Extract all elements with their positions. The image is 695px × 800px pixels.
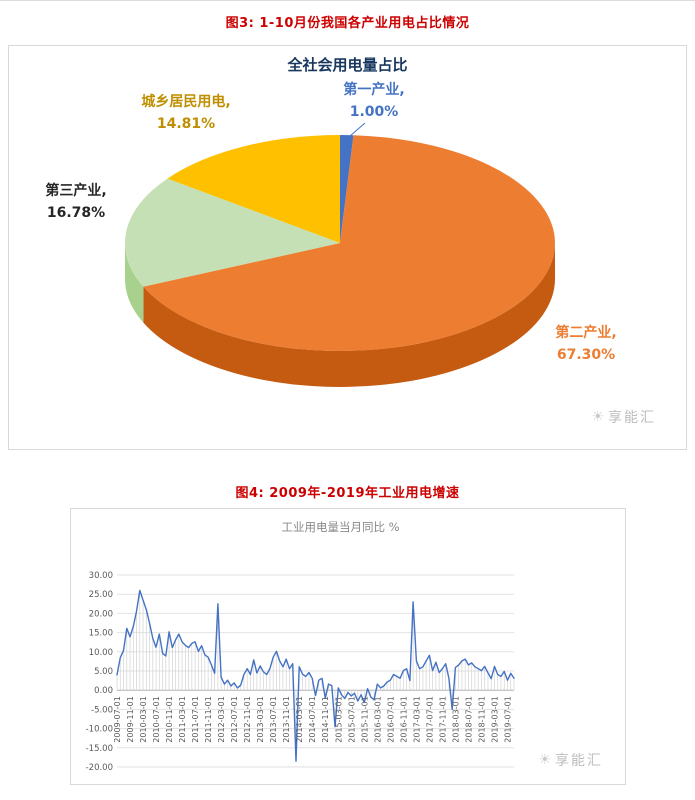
x-tick-label: 2013-07-01: [269, 696, 278, 743]
y-tick-label: 15.00: [89, 629, 113, 639]
x-tick-label: 2017-07-01: [425, 696, 434, 743]
x-tick-label: 2011-07-01: [191, 696, 200, 743]
pie-slice-side: [143, 243, 556, 387]
x-tick-label: 2014-07-01: [308, 696, 317, 743]
y-tick-label: 10.00: [89, 648, 113, 658]
x-tick-label: 2017-11-01: [438, 696, 447, 743]
x-tick-label: 2009-07-01: [113, 696, 122, 743]
x-tick-label: 2011-03-01: [178, 696, 187, 743]
line-series-path: [116, 589, 515, 762]
pie-slice: [167, 135, 340, 243]
y-tick-label: 20.00: [89, 609, 113, 619]
line-chart-svg: 工业用电量当月同比 % 30.00 25.00 20.00 15.00 10.00 5.00…: [86, 520, 515, 773]
x-tick-label: 2018-03-01: [451, 696, 460, 743]
sun-icon: ☀: [591, 409, 604, 425]
y-tick-label: -10.00: [86, 725, 113, 735]
x-tick-label: 2014-11-01: [321, 696, 330, 743]
x-tick-label: 2014-03-01: [295, 696, 304, 743]
pie-label-secondary-industry: 第二产业, 67.30%: [521, 322, 651, 366]
x-tick-label: 2010-03-01: [139, 696, 148, 743]
line-chart-title: 工业用电量当月同比 %: [281, 520, 399, 534]
y-tick-label: 5.00: [94, 667, 113, 677]
x-tick-label: 2019-03-01: [490, 696, 499, 743]
y-tick-label: 30.00: [89, 571, 113, 581]
y-tick-label: -15.00: [86, 744, 113, 754]
x-tick-label: 2015-11-01: [360, 696, 369, 743]
pie-label-pct: 67.30%: [556, 347, 616, 363]
pie-chart-panel: 全社会用电量占比 第一产业, 1.00% 第二产业, 67.30% 第三产业, …: [8, 45, 687, 450]
pie-slice: [340, 135, 354, 243]
x-tick-label: 2016-11-01: [399, 696, 408, 743]
x-tick-label: 2012-11-01: [243, 696, 252, 743]
x-tick-label: 2010-11-01: [165, 696, 174, 743]
pie-label-name: 第一产业,: [343, 82, 405, 98]
figure4-caption: 图4: 2009年-2019年工业用电增速: [235, 486, 460, 501]
pie-label-residential: 城乡居民用电, 14.81%: [86, 91, 286, 135]
y-tick-label: 25.00: [89, 590, 113, 600]
x-tick-label: 2013-03-01: [256, 696, 265, 743]
y-tick-label: 0.00: [94, 686, 113, 696]
x-tick-label: 2012-03-01: [217, 696, 226, 743]
sun-icon: ☀: [538, 752, 551, 768]
x-tick-label: 2018-07-01: [464, 696, 473, 743]
x-tick-label: 2015-03-01: [334, 696, 343, 743]
watermark-text: 享能汇: [608, 410, 656, 426]
x-axis-labels: 2009-07-01 2009-11-01 2010-03-01 2010-07-01…: [113, 696, 512, 743]
x-tick-label: 2012-07-01: [230, 696, 239, 743]
pie-slice-side: [125, 243, 144, 323]
pie-label-pct: 16.78%: [46, 205, 106, 221]
figure3-caption: 图3: 1-10月份我国各产业用电占比情况: [225, 16, 470, 31]
x-tick-label: 2010-07-01: [152, 696, 161, 743]
pie-slice: [125, 178, 340, 287]
watermark: ☀ 享能汇: [538, 750, 603, 770]
pie-label-pct: 1.00%: [349, 104, 399, 120]
x-tick-label: 2011-11-01: [204, 696, 213, 743]
x-tick-label: 2016-07-01: [386, 696, 395, 743]
pie-label-name: 城乡居民用电,: [141, 94, 231, 110]
pie-chart-title: 全社会用电量占比: [287, 56, 408, 74]
page-top-divider: [0, 0, 695, 1]
pie-label-name: 第二产业,: [555, 325, 617, 341]
x-tick-label: 2018-11-01: [477, 696, 486, 743]
x-tick-label: 2019-07-01: [503, 696, 512, 743]
pie-leader-line: [349, 122, 366, 137]
pie-label-name: 第三产业,: [45, 183, 107, 199]
x-tick-label: 2017-03-01: [412, 696, 421, 743]
pie-slice: [143, 135, 556, 351]
y-axis-labels: 30.00 25.00 20.00 15.00 10.00 5.00 0.00 -5.00 -1…: [86, 571, 113, 773]
watermark-text: 享能汇: [555, 753, 603, 769]
y-tick-label: -5.00: [91, 705, 113, 715]
pie-label-tertiary-industry: 第三产业, 16.78%: [11, 180, 141, 224]
line-chart-panel: 工业用电量当月同比 % 30.00 25.00 20.00 15.00 10.00 5.00…: [70, 508, 626, 785]
y-tick-label: -20.00: [86, 763, 113, 773]
x-tick-label: 2009-11-01: [126, 696, 135, 743]
pie-chart-svg: [125, 122, 556, 387]
x-tick-label: 2016-03-01: [373, 696, 382, 743]
x-tick-label: 2013-11-01: [282, 696, 291, 743]
pie-label-primary-industry: 第一产业, 1.00%: [309, 79, 439, 123]
watermark: ☀ 享能汇: [591, 407, 656, 427]
x-tick-label: 2015-07-01: [347, 696, 356, 743]
pie-label-pct: 14.81%: [156, 116, 216, 132]
